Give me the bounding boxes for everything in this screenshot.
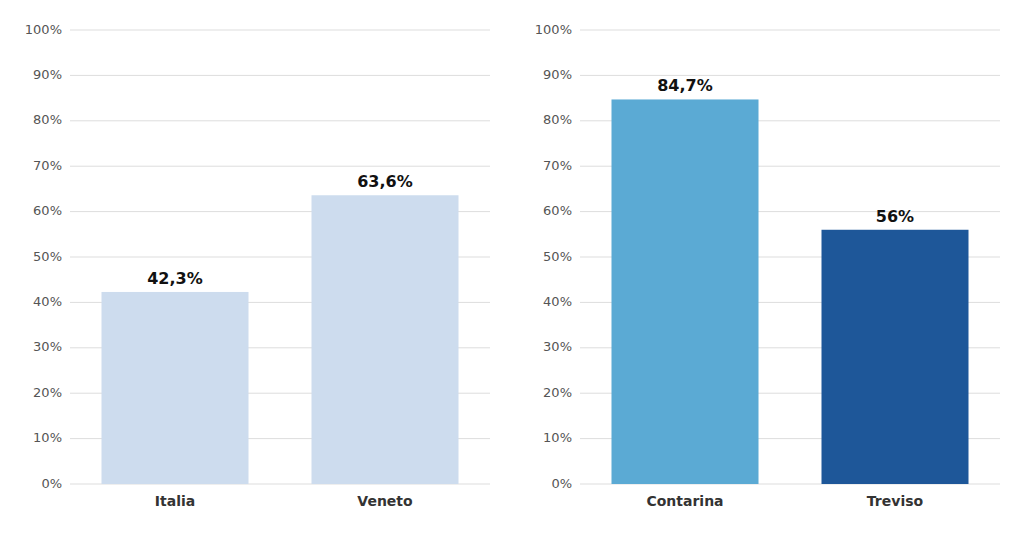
- y-tick-label: 60%: [33, 203, 62, 218]
- y-tick-label: 10%: [543, 430, 572, 445]
- data-label: 84,7%: [657, 76, 713, 95]
- grid-line: [70, 120, 490, 121]
- bars: [102, 195, 459, 484]
- y-tick-label: 90%: [543, 67, 572, 82]
- y-tick-label: 20%: [543, 385, 572, 400]
- x-tick-label: Contarina: [646, 493, 723, 509]
- bar: [102, 292, 249, 484]
- panel: 0% 10% 20% 30% 40% 50% 60% 70% 80% 90% 100% 84,7% 56…: [535, 22, 1000, 510]
- y-tick-label: 40%: [543, 294, 572, 309]
- y-tick-label: 100%: [25, 22, 62, 37]
- y-tick-label: 0%: [41, 476, 62, 491]
- bar: [612, 99, 759, 484]
- y-tick-label: 50%: [543, 249, 572, 264]
- data-label: 63,6%: [357, 172, 413, 191]
- y-tick-label: 60%: [543, 203, 572, 218]
- y-tick-label: 70%: [543, 158, 572, 173]
- bar: [312, 195, 459, 484]
- x-tick-label: Italia: [155, 493, 195, 509]
- y-tick-label: 30%: [543, 339, 572, 354]
- bars: [612, 99, 969, 484]
- grid-line: [70, 75, 490, 76]
- bar: [822, 230, 969, 484]
- data-label: 42,3%: [147, 269, 203, 288]
- y-tick-label: 100%: [535, 22, 572, 37]
- y-tick-label: 30%: [33, 339, 62, 354]
- x-tick-label: Veneto: [357, 493, 413, 509]
- y-tick-label: 70%: [33, 158, 62, 173]
- x-tick-label: Treviso: [867, 493, 924, 509]
- grid-line: [70, 166, 490, 167]
- data-label: 56%: [876, 207, 914, 226]
- y-tick-label: 50%: [33, 249, 62, 264]
- panel: 0% 10% 20% 30% 40% 50% 60% 70% 80% 90% 100% 42,3% 63…: [25, 22, 490, 510]
- y-tick-label: 0%: [551, 476, 572, 491]
- y-tick-label: 20%: [33, 385, 62, 400]
- y-tick-label: 80%: [543, 112, 572, 127]
- grid-line: [580, 30, 1000, 31]
- chart-root: 0% 10% 20% 30% 40% 50% 60% 70% 80% 90% 100% 42,3% 63…: [0, 0, 1024, 534]
- y-tick-label: 90%: [33, 67, 62, 82]
- y-tick-label: 80%: [33, 112, 62, 127]
- y-tick-label: 10%: [33, 430, 62, 445]
- grid-line: [580, 75, 1000, 76]
- grid-line: [70, 30, 490, 31]
- y-tick-label: 40%: [33, 294, 62, 309]
